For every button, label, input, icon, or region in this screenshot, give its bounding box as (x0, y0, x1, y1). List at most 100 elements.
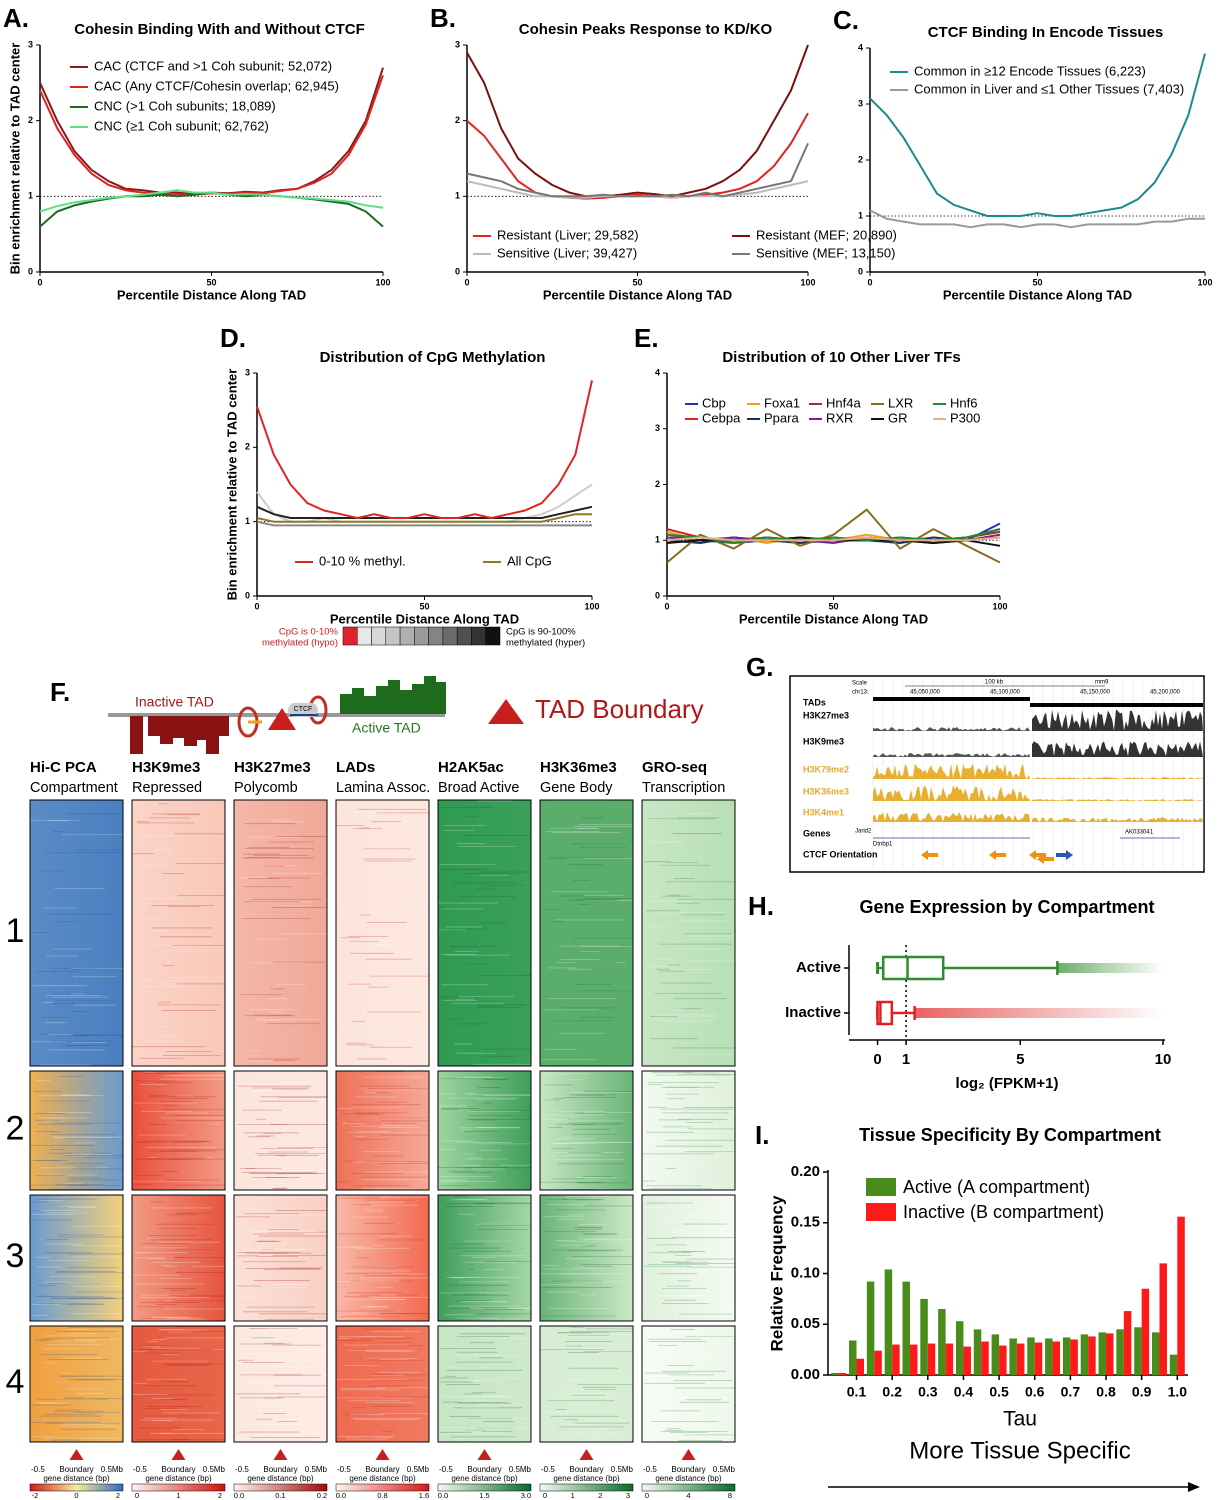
y-tick-label: 0.05 (791, 1315, 820, 1332)
colorbar-tick-label: 2 (598, 1491, 602, 1500)
heatmap (30, 1071, 123, 1190)
series-line (256, 520, 592, 527)
signal-track (1032, 709, 1203, 731)
legend-label: Active (A compartment) (903, 1177, 1090, 1197)
axis-label: 0.5Mb (101, 1465, 124, 1474)
y-tick-label: 2 (245, 442, 250, 452)
boundary-marker (273, 1449, 288, 1460)
colorbar-tick-label: 2 (218, 1491, 222, 1500)
heatmap-frame (539, 1325, 634, 1443)
bar (1034, 1342, 1043, 1375)
legend-swatch (866, 1203, 896, 1221)
axis-label: Boundary (365, 1465, 399, 1474)
legend-triangle (488, 699, 524, 724)
colorbar (437, 1483, 532, 1492)
series-line (466, 44, 809, 198)
heatmap (642, 800, 735, 1066)
heatmap-frame (335, 1070, 430, 1191)
boundary-marker (375, 1449, 390, 1460)
legend-label: Resistant (MEF; 20,890) (756, 227, 897, 242)
colorbar-tick-label: 0.2 (317, 1491, 327, 1500)
y-tick-label: 1 (455, 191, 460, 201)
schematic-bar (160, 716, 173, 744)
x-tick-label: 0 (464, 277, 469, 287)
bar (981, 1341, 989, 1375)
schematic-bar (196, 716, 209, 740)
legend-swatch (866, 1178, 896, 1196)
ctcf-label: CTCF (294, 706, 313, 713)
colorbar-swatch (399, 626, 415, 646)
heatmap-frame (233, 1325, 328, 1443)
arrow-head (1188, 1482, 1200, 1492)
x-axis-label: log₂ (FPKM+1) (956, 1075, 1059, 1092)
legend-label: Hnf4a (826, 395, 861, 410)
heatmap (336, 800, 429, 1066)
axis-label: Boundary (59, 1465, 93, 1474)
colorbar-swatch (442, 626, 458, 646)
series-line (466, 112, 809, 200)
signal-track (873, 812, 1030, 822)
track-label: TADs (803, 697, 826, 707)
x-tick-label: 1.0 (1168, 1384, 1188, 1400)
bar (1045, 1338, 1053, 1375)
x-axis-label: Percentile Distance Along TAD (943, 287, 1132, 302)
position-label: 45,150,000 (1080, 690, 1111, 696)
cluster-label: 1 (6, 912, 25, 950)
heatmap (642, 1195, 735, 1321)
bar (1141, 1288, 1150, 1375)
column-title: Hi-C PCA (30, 759, 97, 776)
colorbar (29, 1483, 124, 1492)
ctcf-orientation (989, 850, 1006, 860)
colorbar-swatch (385, 626, 401, 646)
heatmap-frame (233, 1070, 328, 1191)
y-tick-label: 0.10 (791, 1264, 820, 1281)
heatmap (132, 1195, 225, 1321)
schematic-bar (184, 716, 197, 746)
colorbar-swatch (485, 626, 501, 646)
y-tick-label: 0.00 (791, 1366, 820, 1383)
bar (963, 1346, 971, 1375)
bar (1027, 1337, 1035, 1375)
bar (831, 1372, 839, 1375)
bar (902, 1281, 910, 1375)
chrom-label: chr13: (852, 690, 869, 696)
track-label: H3K4me1 (803, 807, 844, 817)
heatmap-frame (131, 1070, 226, 1191)
signal-track (873, 753, 1030, 757)
colorbar (539, 1483, 634, 1492)
heatmap (30, 1195, 123, 1321)
series-line (666, 536, 1001, 542)
heatmap-frame (437, 1070, 532, 1191)
track-label: H3K9me3 (803, 736, 844, 746)
track-label: H3K36me3 (803, 786, 849, 796)
panel-label: I. (755, 1120, 769, 1150)
bar (1123, 1311, 1132, 1375)
axis-label: gene distance (bp) (553, 1474, 620, 1483)
x-axis-label: Percentile Distance Along TAD (739, 611, 928, 626)
bar (1116, 1329, 1124, 1375)
schematic-bar (172, 716, 185, 738)
column-subtitle: Lamina Assoc. (336, 780, 430, 796)
heatmap (234, 1326, 327, 1442)
chart-title: Distribution of CpG Methylation (320, 349, 546, 366)
colorbar (641, 1483, 736, 1492)
bar (892, 1344, 900, 1375)
chart-title: Distribution of 10 Other Liver TFs (722, 349, 960, 366)
schematic-bar (340, 694, 352, 714)
column-title: H2AK5ac (438, 759, 504, 776)
cluster-label: 3 (6, 1237, 25, 1275)
colorbar-tick-label: 1.6 (419, 1491, 429, 1500)
x-tick-label: 0.5 (989, 1384, 1009, 1400)
series-line (869, 53, 1206, 217)
bar (991, 1334, 1000, 1375)
column-subtitle: Transcription (642, 780, 725, 796)
heatmap-frame (335, 1194, 430, 1322)
gene-label: AK033041 (1125, 830, 1154, 836)
colorbar-label: methylated (hyper) (506, 638, 585, 649)
legend-label: Resistant (Liver; 29,582) (497, 227, 639, 242)
colorbar-tick-label: 1 (571, 1491, 575, 1500)
heatmap (438, 800, 531, 1066)
panel-label: A. (3, 3, 29, 33)
x-tick-label: 0.7 (1061, 1384, 1081, 1400)
chart-title: Cohesin Peaks Response to KD/KO (519, 21, 773, 38)
